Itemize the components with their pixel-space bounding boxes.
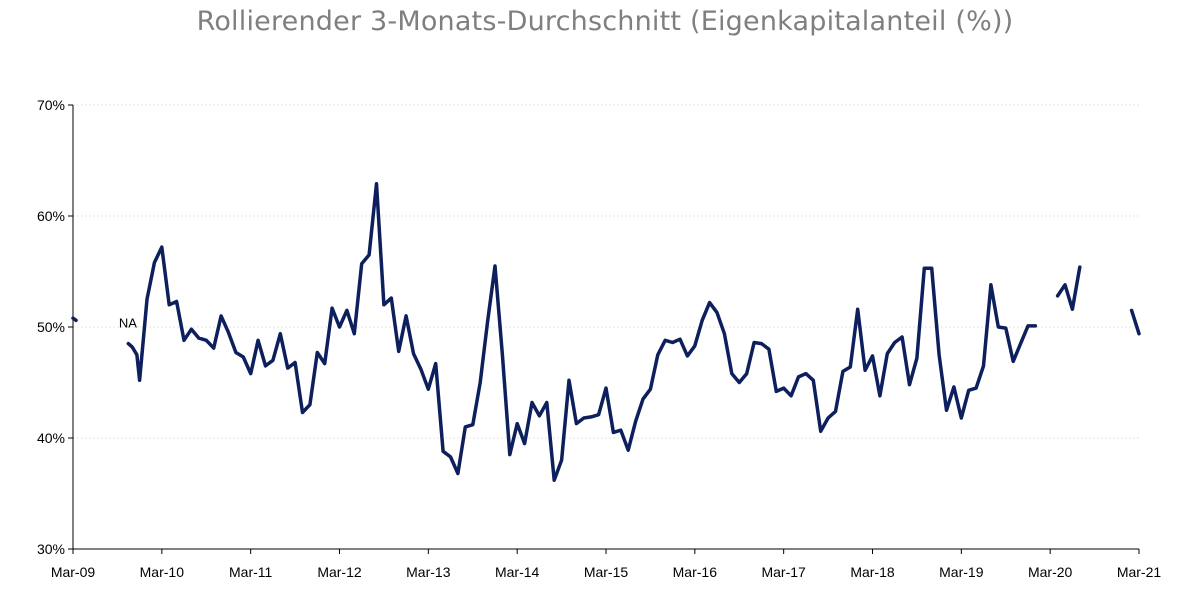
x-tick-label: Mar-16 bbox=[673, 564, 718, 580]
x-tick-label: Mar-10 bbox=[140, 564, 185, 580]
x-tick-label: Mar-18 bbox=[850, 564, 895, 580]
x-tick-label: Mar-19 bbox=[939, 564, 984, 580]
chart-title: Rollierender 3-Monats-Durchschnitt (Eige… bbox=[196, 6, 1014, 37]
label-layer: 30% 40% 50% 60% 70% Mar-09 Mar-10 Mar-11 Mar-12 M… bbox=[37, 97, 1161, 580]
x-tick-label: Mar-15 bbox=[584, 564, 629, 580]
x-tick-label: Mar-14 bbox=[495, 564, 540, 580]
series-line-segment bbox=[1055, 265, 1082, 311]
y-tick-label: 40% bbox=[37, 430, 65, 446]
x-tick-label: Mar-13 bbox=[406, 564, 451, 580]
series-line-segment bbox=[1129, 308, 1141, 336]
y-tick-label: 60% bbox=[37, 208, 65, 224]
x-tick-label: Mar-09 bbox=[51, 564, 96, 580]
y-tick-label: 30% bbox=[37, 541, 65, 557]
x-tick-label: Mar-21 bbox=[1117, 564, 1162, 580]
series-line-segment bbox=[126, 182, 1038, 482]
y-tick-label: 70% bbox=[37, 97, 65, 113]
x-tick-label: Mar-11 bbox=[229, 564, 273, 580]
x-tick-label: Mar-17 bbox=[761, 564, 806, 580]
na-annotation: NA bbox=[119, 315, 137, 330]
x-tick-label: Mar-20 bbox=[1028, 564, 1073, 580]
series-point bbox=[71, 316, 78, 323]
y-tick-label: 50% bbox=[37, 319, 65, 335]
grid-layer bbox=[73, 104, 1139, 439]
axis-layer bbox=[68, 104, 1140, 554]
series-layer bbox=[71, 182, 1141, 482]
x-tick-label: Mar-12 bbox=[317, 564, 362, 580]
